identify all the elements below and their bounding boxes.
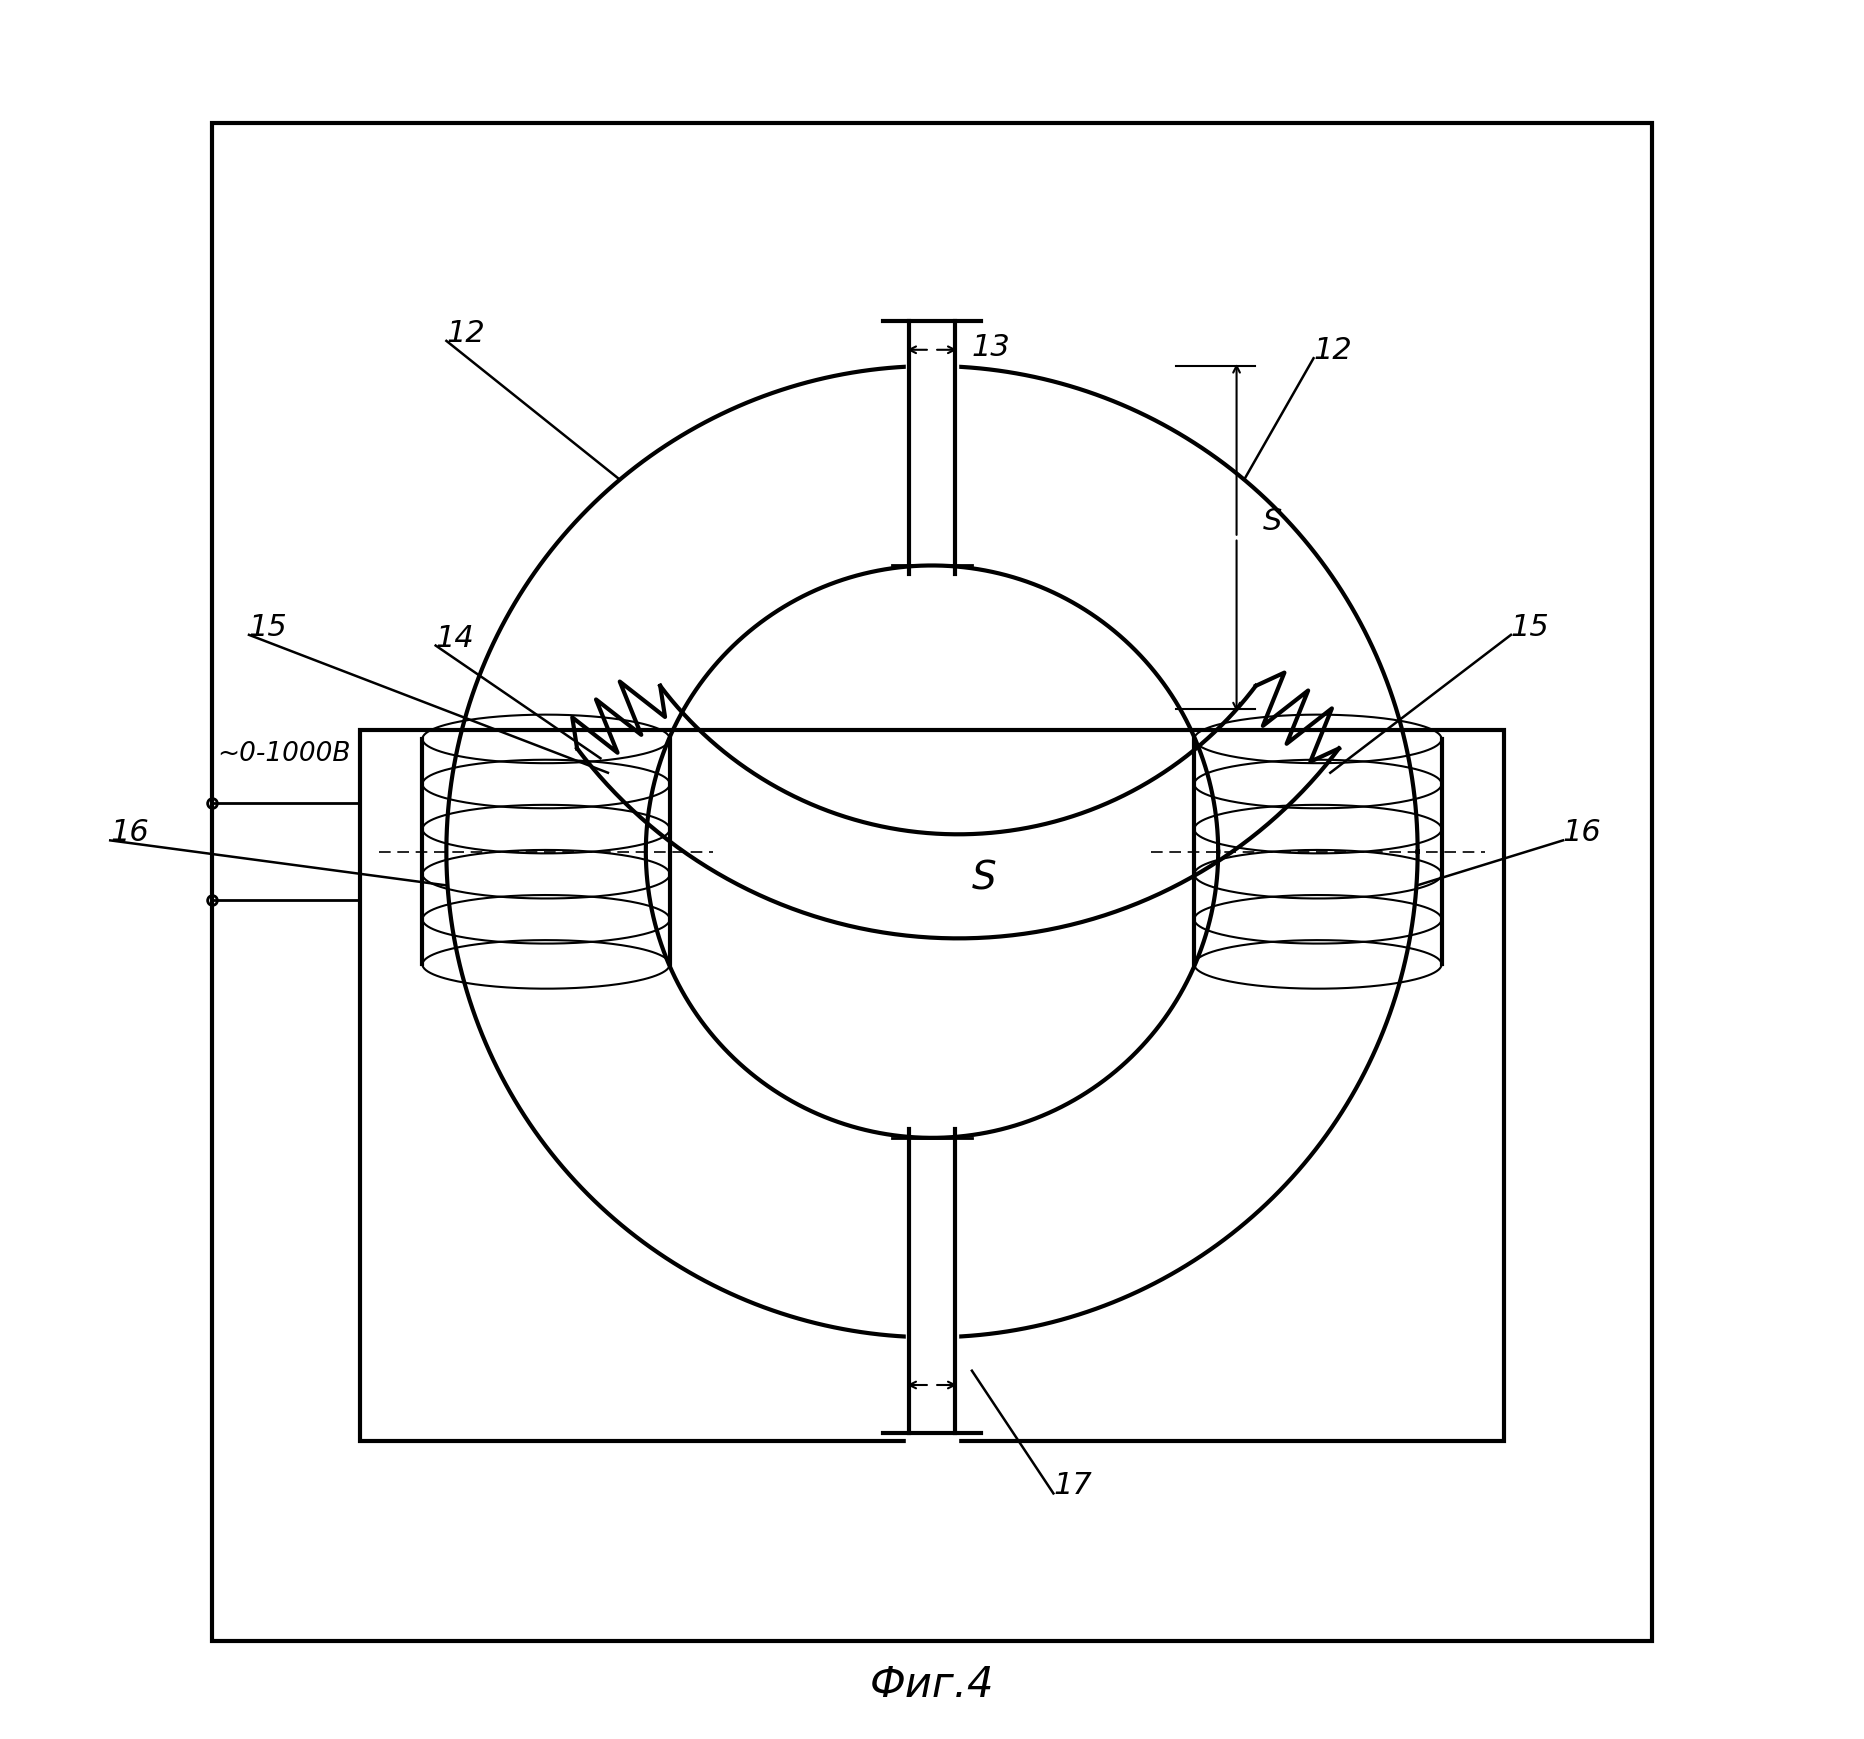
Text: 12: 12 [1314, 336, 1351, 365]
Text: 16: 16 [1564, 817, 1601, 847]
Text: 17: 17 [1053, 1471, 1092, 1499]
Text: 13: 13 [971, 332, 1010, 362]
Text: 12: 12 [445, 318, 485, 348]
Text: 14: 14 [436, 623, 475, 652]
Text: S: S [1262, 506, 1282, 536]
Text: 15: 15 [250, 612, 287, 642]
Text: ~0-1000В: ~0-1000В [218, 741, 350, 767]
Text: 15: 15 [1512, 612, 1549, 642]
Text: S: S [971, 859, 997, 897]
Text: 16: 16 [110, 817, 149, 847]
Text: Фиг.4: Фиг.4 [870, 1662, 994, 1706]
Bar [212, 123, 1652, 1642]
Bar [360, 730, 1504, 1442]
